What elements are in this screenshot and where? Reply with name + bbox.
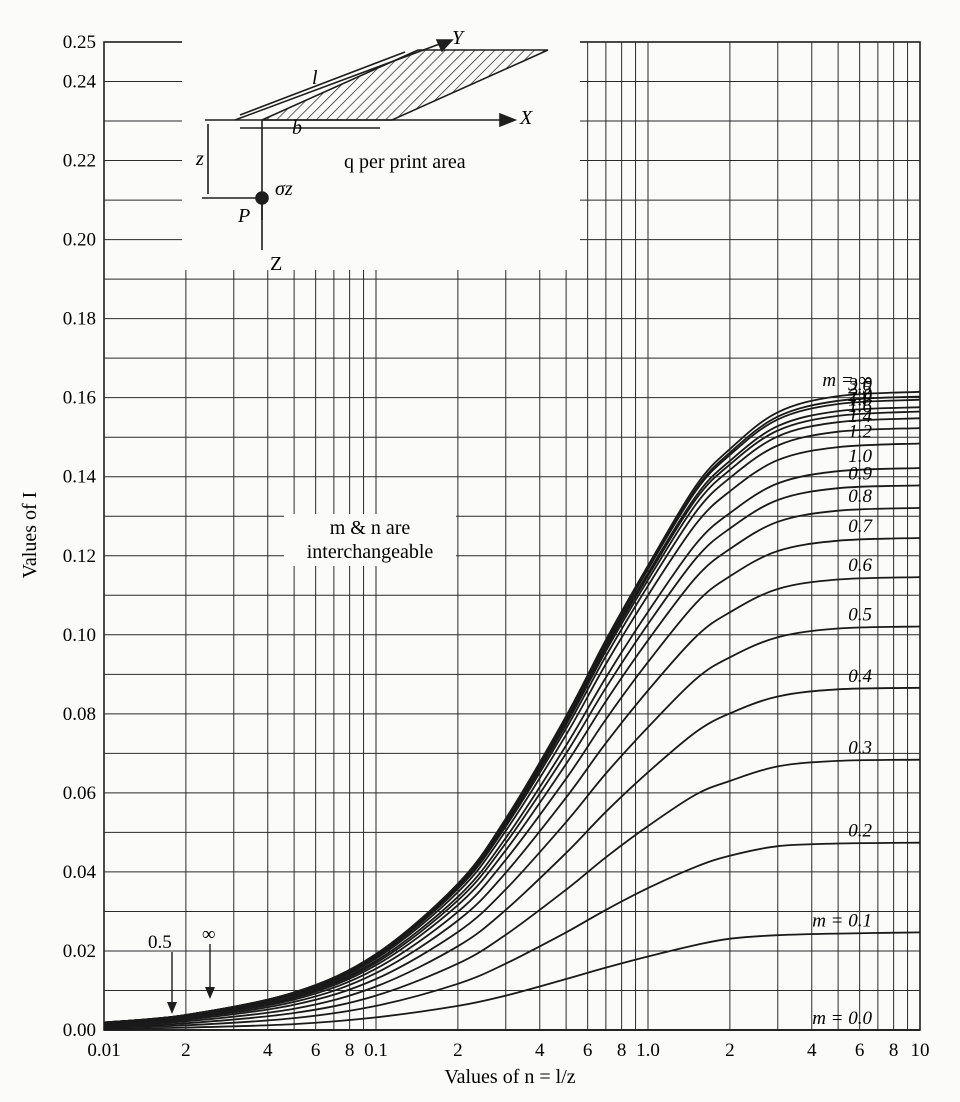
series-line	[103, 417, 921, 1024]
y-tick-label: 0.00	[63, 1020, 96, 1041]
y-tick-label: 0.04	[63, 862, 97, 883]
y-axis-arrowhead	[435, 39, 454, 53]
y-tick-label: 0.22	[63, 151, 96, 172]
diagram-load-note: q per print area	[344, 151, 466, 173]
origin-markers: 0.5 ∞	[148, 924, 216, 1014]
series-line	[103, 442, 921, 1024]
x-tick-label: 2	[725, 1040, 735, 1061]
x-tick-label: 0.1	[364, 1040, 388, 1061]
x-tick-label: 8	[889, 1040, 899, 1061]
series-line	[103, 537, 921, 1025]
y-tick-label: 0.08	[63, 704, 96, 725]
y-tick-label: 0.14	[63, 467, 97, 488]
series-label: 1.2	[848, 422, 872, 443]
series-label: 3.0	[847, 374, 872, 395]
series-label: 1.8	[848, 390, 872, 411]
y-tick-label: 0.06	[63, 783, 96, 804]
y-tick-label: 0.02	[63, 941, 96, 962]
diagram-depth-label: z	[195, 148, 204, 170]
x-tick-label: 2	[181, 1040, 191, 1061]
x-axis-arrowhead	[499, 112, 518, 128]
series-line	[103, 841, 921, 1029]
x-tick-label: 4	[263, 1040, 273, 1061]
series-label: 1.0	[848, 446, 872, 467]
x-tick-label: 1.0	[636, 1040, 660, 1061]
series-label: 1.6	[848, 396, 872, 417]
curve-labels: m = 0.0m = 0.10.20.30.40.50.60.70.80.91.…	[812, 370, 873, 1029]
diagram-x-label: X	[519, 107, 533, 129]
series-label: 1.4	[848, 406, 872, 427]
y-tick-label: 0.25	[63, 32, 96, 53]
series-label: 2.5	[848, 378, 872, 399]
loading-diagram	[202, 39, 549, 250]
series-label: 0.5	[848, 605, 872, 626]
series-label: 0.4	[848, 666, 872, 687]
series-line	[103, 398, 921, 1024]
marker-inf-label: ∞	[202, 924, 216, 945]
marker-inf-arrowhead	[205, 987, 215, 999]
y-tick-label: 0.12	[63, 546, 96, 567]
interchangeable-note-line1: m & n are	[330, 517, 411, 539]
diagram-l-label: l	[312, 67, 318, 89]
series-line	[103, 390, 921, 1024]
x-tick-label: 8	[345, 1040, 355, 1061]
l-dimension-line	[239, 51, 406, 116]
y-tick-label: 0.16	[63, 388, 96, 409]
marker-0-5-arrowhead	[167, 1002, 177, 1014]
diagram-b-label: b	[292, 117, 302, 139]
y-tick-label: 0.20	[63, 230, 96, 251]
series-label: m = 0.1	[812, 910, 872, 931]
x-tick-label: 6	[311, 1040, 321, 1061]
diagram-p-label: P	[237, 205, 250, 227]
x-tick-label: 6	[583, 1040, 593, 1061]
series-label: 0.6	[848, 555, 872, 576]
y-tick-label: 0.24	[63, 72, 97, 93]
series-label: 0.2	[848, 821, 872, 842]
series-label: 0.3	[848, 738, 872, 759]
diagram-stress-label: σz	[275, 178, 293, 200]
x-tick-label: 8	[617, 1040, 627, 1061]
series-label: 2.0	[848, 385, 872, 406]
x-tick-label: 6	[855, 1040, 865, 1061]
series-line	[103, 758, 921, 1028]
x-tick-label: 2	[453, 1040, 463, 1061]
interchangeable-note-bg	[284, 514, 456, 566]
series-line	[103, 484, 921, 1025]
point-p-marker	[255, 191, 269, 205]
series-label: m = 0.0	[812, 1008, 872, 1029]
marker-0-5-label: 0.5	[148, 932, 172, 953]
series-line	[103, 625, 921, 1026]
series-line	[103, 576, 921, 1026]
y-tick-label: 0.10	[63, 625, 96, 646]
x-tick-label: 0.01	[87, 1040, 120, 1061]
chart-curves	[103, 390, 921, 1031]
series-line	[103, 395, 921, 1024]
series-label: m = ∞	[822, 370, 872, 391]
series-label: 0.7	[848, 516, 873, 537]
y-axis-line	[234, 41, 446, 121]
chart-ticks: 0.000.020.040.060.080.100.120.140.160.18…	[63, 32, 930, 1061]
series-line	[103, 467, 921, 1024]
series-line	[103, 931, 921, 1030]
x-tick-label: 4	[535, 1040, 545, 1061]
series-label: 0.8	[848, 486, 872, 507]
series-line	[103, 507, 921, 1025]
series-line	[103, 686, 921, 1027]
diagram-y-label: Y	[452, 27, 465, 49]
series-label: 0.9	[848, 463, 872, 484]
interchangeable-note-line2: interchangeable	[307, 541, 434, 563]
x-tick-label: 10	[911, 1040, 930, 1061]
diagram-z-label: Z	[270, 253, 282, 275]
y-tick-label: 0.18	[63, 309, 96, 330]
x-axis-label: Values of n = l/z	[444, 1066, 575, 1088]
x-tick-label: 4	[807, 1040, 817, 1061]
y-axis-label: Values of I	[19, 492, 41, 579]
